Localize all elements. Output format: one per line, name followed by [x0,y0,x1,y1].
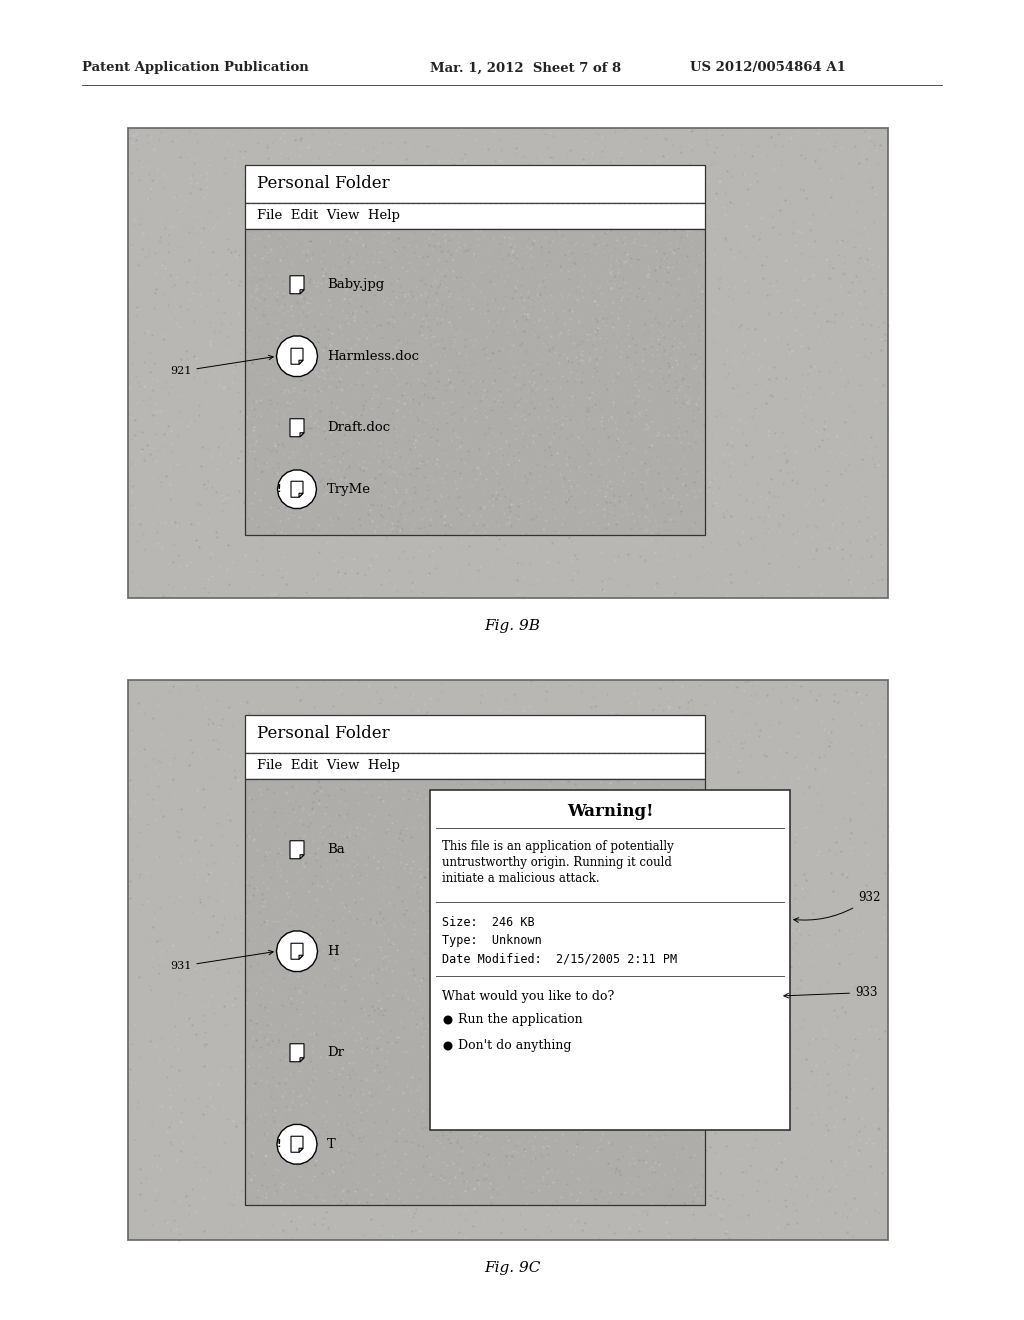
Bar [128,680,888,1239]
Text: Harmless.doc: Harmless.doc [327,350,419,363]
Polygon shape [290,276,304,294]
Polygon shape [290,418,304,437]
Text: 932: 932 [794,891,881,923]
Text: Ba: Ba [327,843,345,857]
Polygon shape [291,348,303,364]
Polygon shape [278,470,316,508]
Text: Personal Folder: Personal Folder [257,174,389,191]
Text: Draft.doc: Draft.doc [327,421,390,434]
Polygon shape [291,1137,303,1152]
Polygon shape [276,337,317,376]
Polygon shape [276,1125,317,1164]
Text: Run the application: Run the application [458,1014,583,1027]
Text: initiate a malicious attack.: initiate a malicious attack. [442,873,600,884]
Text: Date Modified:  2/15/2005 2:11 PM: Date Modified: 2/15/2005 2:11 PM [442,952,677,965]
Polygon shape [276,931,317,972]
Bar [245,203,705,228]
Polygon shape [300,855,304,859]
Polygon shape [291,944,303,960]
Text: H: H [327,945,339,958]
Bar [245,752,705,779]
Text: Size:  246 KB: Size: 246 KB [442,916,535,929]
Text: Personal Folder: Personal Folder [257,725,389,742]
Polygon shape [290,841,304,859]
Circle shape [443,1015,453,1024]
Bar [245,165,705,203]
Polygon shape [300,290,304,294]
Bar [245,228,705,535]
Text: 931: 931 [170,950,273,972]
Text: T: T [327,1138,336,1151]
Text: Baby.jpg: Baby.jpg [327,279,384,292]
Text: !: ! [276,1139,282,1150]
Bar [245,779,705,1205]
Text: TryMe: TryMe [327,483,371,496]
Text: File  Edit  View  Help: File Edit View Help [257,210,400,223]
Polygon shape [290,1044,304,1061]
Polygon shape [291,482,303,498]
Text: Warning!: Warning! [566,804,653,821]
Bar [128,128,888,598]
Text: 921: 921 [170,355,273,376]
Bar [430,789,790,1130]
Bar [128,128,888,598]
Text: Patent Application Publication: Patent Application Publication [82,62,309,74]
Text: Type:  Unknown: Type: Unknown [442,935,542,946]
Text: Don't do anything: Don't do anything [458,1040,571,1052]
Polygon shape [299,956,303,960]
Text: US 2012/0054864 A1: US 2012/0054864 A1 [690,62,846,74]
Text: This file is an application of potentially: This file is an application of potential… [442,840,674,853]
Text: Fig. 9C: Fig. 9C [483,1261,541,1275]
Bar [245,715,705,752]
Circle shape [443,1041,453,1051]
Text: What would you like to do?: What would you like to do? [442,990,614,1003]
Text: Fig. 9B: Fig. 9B [484,619,540,634]
Text: Mar. 1, 2012  Sheet 7 of 8: Mar. 1, 2012 Sheet 7 of 8 [430,62,622,74]
Bar [245,228,705,535]
Polygon shape [299,494,303,498]
Polygon shape [299,360,303,364]
Polygon shape [300,1057,304,1061]
Text: File  Edit  View  Help: File Edit View Help [257,759,400,772]
Bar [245,779,705,1205]
Text: 933: 933 [783,986,878,999]
Text: untrustworthy origin. Running it could: untrustworthy origin. Running it could [442,855,672,869]
Text: Dr: Dr [327,1047,344,1059]
Polygon shape [299,1148,303,1152]
Polygon shape [300,433,304,437]
Bar [128,680,888,1239]
Text: !: ! [276,484,282,494]
